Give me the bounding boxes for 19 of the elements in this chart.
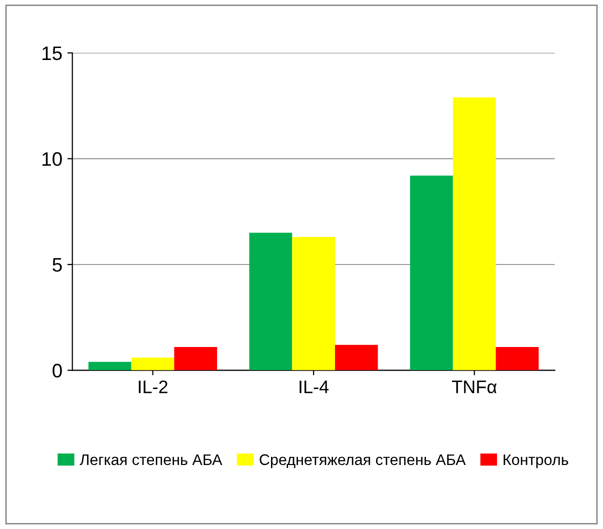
bar <box>410 176 453 370</box>
bar <box>174 347 218 370</box>
bar <box>88 362 132 370</box>
legend-label: Контроль <box>504 454 568 468</box>
bar <box>496 347 539 370</box>
y-tick-label: 10 <box>42 152 62 166</box>
bar <box>335 344 378 370</box>
y-tick-label: 15 <box>42 46 62 60</box>
x-tick-label: TNFα <box>452 380 497 394</box>
bar <box>452 97 496 370</box>
bar <box>292 236 335 370</box>
legend-label: Легкая степень АБА <box>80 454 222 466</box>
bar <box>131 358 174 370</box>
bar <box>249 232 292 370</box>
x-tick-label: IL-2 <box>138 380 168 394</box>
x-tick-label: IL-4 <box>300 380 329 394</box>
y-tick-label: 5 <box>52 258 62 272</box>
y-tick-label: 0 <box>52 364 62 378</box>
legend-label: Среднетяжелая степень АБА <box>260 454 466 468</box>
